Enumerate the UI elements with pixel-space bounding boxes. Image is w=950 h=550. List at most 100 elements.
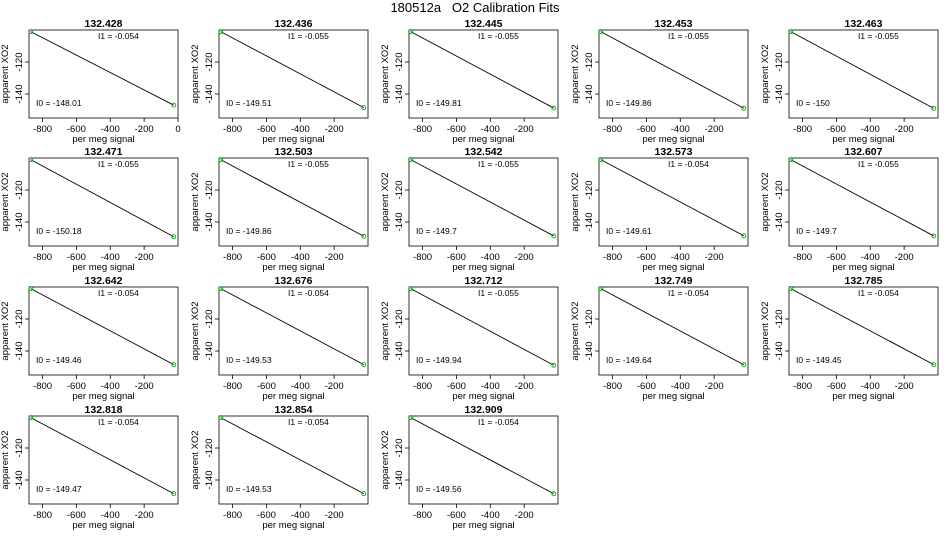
intercept-label: I0 = -149.81: [416, 98, 462, 108]
x-tick-label: -400: [671, 124, 690, 135]
intercept-label: I0 = -149.86: [606, 98, 652, 108]
intercept-label: I0 = -149.47: [36, 484, 82, 494]
y-tick-label: -120: [584, 52, 595, 71]
x-tick-label: -400: [101, 252, 120, 263]
fit-line: [600, 288, 744, 366]
plot-frame: [28, 29, 179, 119]
panel-title: 132.642: [85, 275, 123, 287]
y-axis-label: apparent XO2: [190, 301, 201, 360]
x-tick-label: -800: [603, 124, 622, 135]
y-tick-label: -120: [394, 52, 405, 71]
intercept-label: I0 = -149.53: [226, 484, 272, 494]
intercept-label: I0 = -149.51: [226, 98, 272, 108]
y-tick-label: -140: [584, 341, 595, 360]
x-tick-label: -600: [67, 381, 86, 392]
x-axis-label: per meg signal: [832, 262, 894, 273]
x-tick-label: -400: [481, 381, 500, 392]
data-point-1: [788, 29, 794, 35]
y-tick-label: -140: [204, 470, 215, 489]
panel-title: 132.453: [655, 18, 693, 30]
x-tick-label: -600: [447, 381, 466, 392]
plot-frame: [218, 157, 369, 247]
x-tick-label: -600: [447, 252, 466, 263]
x-tick-label: -400: [101, 124, 120, 135]
panel-title: 132.818: [85, 404, 123, 416]
fit-line: [410, 288, 554, 366]
x-tick-label: -400: [861, 124, 880, 135]
data-point-2: [171, 102, 177, 108]
y-axis-label: apparent XO2: [0, 44, 11, 103]
y-tick-label: -120: [584, 309, 595, 328]
x-tick-label: -200: [135, 381, 154, 392]
x-axis-label: per meg signal: [452, 262, 514, 273]
x-tick-label: -200: [325, 124, 344, 135]
fit-line: [600, 31, 744, 109]
fit-line: [220, 31, 364, 108]
data-point-2: [551, 105, 557, 111]
y-axis-label: apparent XO2: [570, 44, 581, 103]
x-tick-label: -800: [33, 252, 52, 263]
panel-title: 132.607: [845, 146, 883, 158]
y-tick-label: -140: [204, 341, 215, 360]
y-axis-label: apparent XO2: [380, 172, 391, 231]
x-axis-label: per meg signal: [832, 391, 894, 402]
y-tick-label: -140: [204, 84, 215, 103]
slope-label: I1 = -0.055: [478, 31, 519, 41]
panel-title: 132.909: [465, 404, 503, 416]
x-tick-label: -200: [135, 252, 154, 263]
panel-title: 132.445: [465, 18, 503, 30]
intercept-label: I0 = -149.7: [416, 226, 457, 236]
x-tick-label: -200: [895, 252, 914, 263]
y-tick-label: -120: [394, 438, 405, 457]
x-tick-label: -800: [793, 381, 812, 392]
data-point-1: [28, 29, 34, 35]
data-point-1: [598, 286, 604, 292]
y-tick-label: -140: [584, 212, 595, 231]
x-axis-label: per meg signal: [262, 520, 324, 531]
y-axis-label: apparent XO2: [0, 301, 11, 360]
x-tick-label: -600: [257, 252, 276, 263]
data-point-1: [218, 415, 224, 421]
panel-title: 132.785: [845, 275, 883, 287]
slope-label: I1 = -0.055: [858, 31, 899, 41]
y-tick-label: -120: [14, 52, 25, 71]
data-point-1: [28, 157, 34, 163]
fit-line: [30, 288, 174, 365]
panel-title: 132.428: [85, 18, 123, 30]
x-tick-label: -600: [67, 124, 86, 135]
x-tick-label: -200: [705, 252, 724, 263]
plot-frame: [408, 29, 559, 119]
data-point-1: [218, 286, 224, 292]
y-tick-label: -120: [14, 309, 25, 328]
y-tick-label: -140: [394, 341, 405, 360]
x-tick-label: -800: [33, 381, 52, 392]
y-tick-label: -120: [774, 180, 785, 199]
x-tick-label: -600: [67, 252, 86, 263]
x-tick-label: -400: [481, 510, 500, 521]
slope-label: I1 = -0.055: [478, 159, 519, 169]
y-tick-label: -140: [14, 84, 25, 103]
data-point-1: [218, 29, 224, 35]
intercept-label: I0 = -149.64: [606, 355, 652, 365]
x-tick-label: -800: [33, 124, 52, 135]
y-axis-label: apparent XO2: [760, 172, 771, 231]
slope-label: I1 = -0.054: [668, 159, 709, 169]
slope-label: I1 = -0.055: [478, 288, 519, 298]
plot-frame: [598, 286, 749, 376]
data-point-2: [741, 233, 747, 239]
x-tick-label: -400: [481, 124, 500, 135]
fit-line: [790, 288, 934, 365]
plot-frame: [598, 29, 749, 119]
data-point-2: [361, 491, 367, 497]
intercept-label: I0 = -150: [796, 98, 830, 108]
y-axis-label: apparent XO2: [0, 430, 11, 489]
plot-frame: [598, 157, 749, 247]
data-point-2: [551, 362, 557, 368]
fit-line: [220, 288, 364, 365]
